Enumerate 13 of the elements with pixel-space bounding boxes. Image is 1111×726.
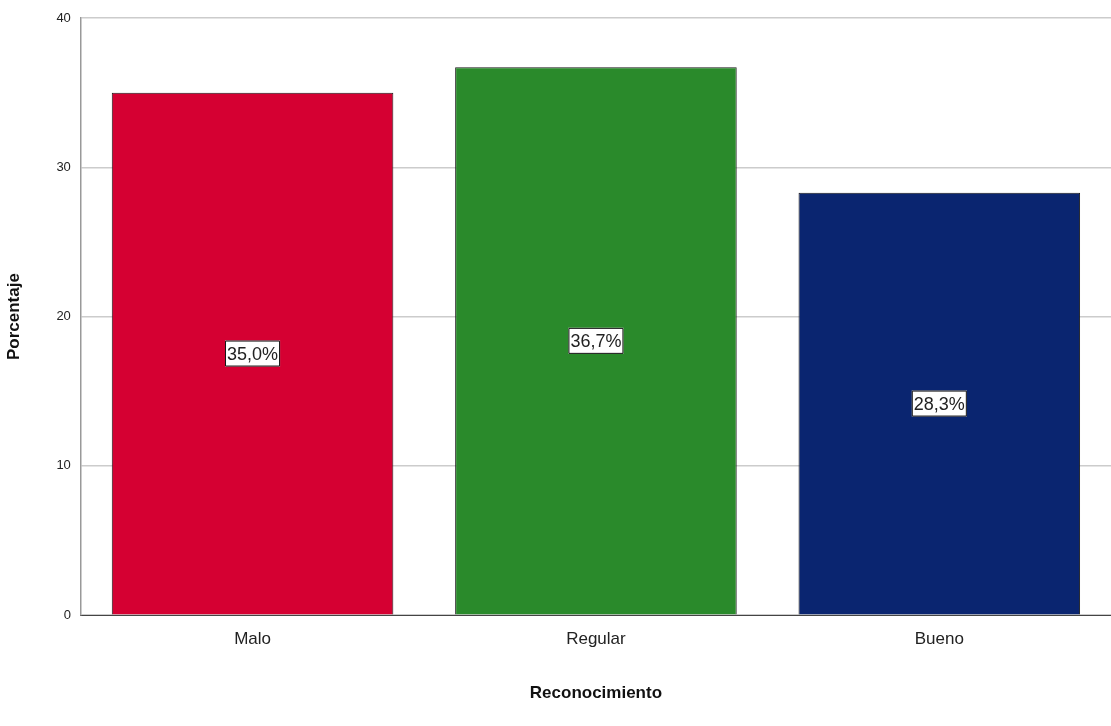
y-tick-label: 40 xyxy=(56,9,71,25)
data-label: 28,3% xyxy=(913,393,965,414)
data-label: 35,0% xyxy=(227,343,279,364)
x-axis-title: Reconocimiento xyxy=(529,683,663,703)
data-label: 36,7% xyxy=(570,330,622,351)
y-axis-title: Porcentaje xyxy=(3,273,23,361)
x-tick-label: Bueno xyxy=(914,629,964,649)
y-tick-label: 30 xyxy=(56,158,71,174)
y-tick-label: 20 xyxy=(56,308,71,324)
y-tick-label: 0 xyxy=(63,606,71,622)
x-tick-label: Malo xyxy=(234,629,271,649)
x-tick-label: Regular xyxy=(566,629,627,649)
y-tick-label: 10 xyxy=(56,457,71,473)
